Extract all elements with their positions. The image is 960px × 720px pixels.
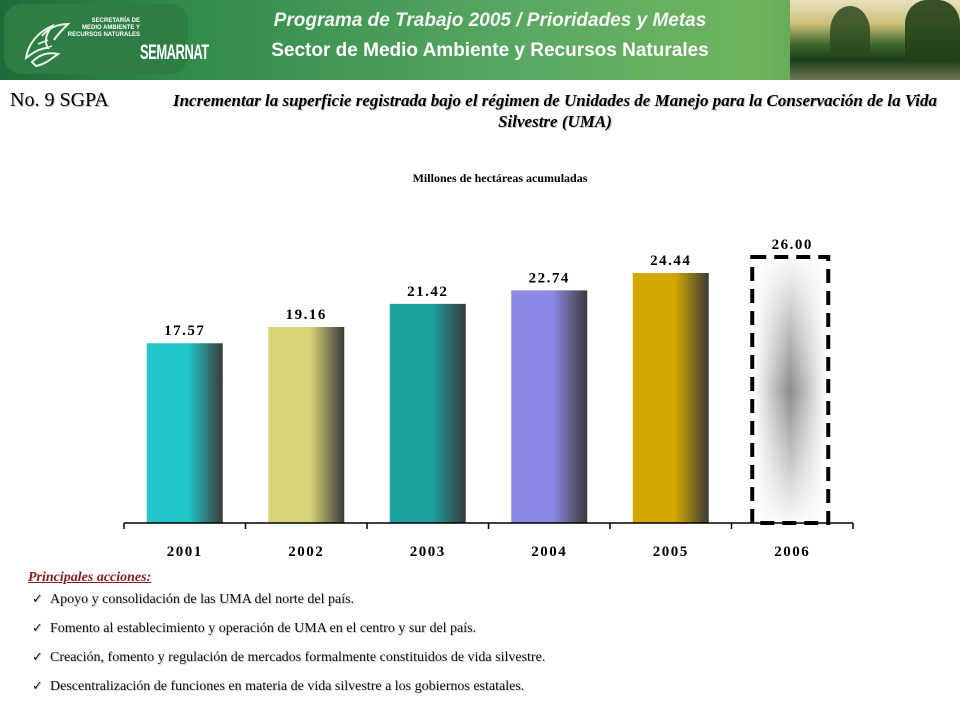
value-label: 22.74 — [529, 270, 570, 286]
actions-section: Principales acciones: ✓ Apoyo y consolid… — [28, 570, 948, 708]
bar-2001 — [146, 343, 223, 523]
bar-2006-shade — [754, 257, 827, 523]
action-item: ✓ Creación, fomento y regulación de merc… — [28, 650, 948, 679]
action-item: ✓ Descentralización de funciones en mate… — [28, 679, 948, 708]
checkmark-icon: ✓ — [32, 621, 43, 636]
category-label: 2003 — [410, 544, 446, 560]
category-label: 2001 — [167, 544, 203, 560]
action-item: ✓ Fomento al establecimiento y operación… — [28, 621, 948, 650]
bar-2004 — [511, 290, 588, 523]
value-label: 21.42 — [407, 284, 448, 300]
value-label: 19.16 — [286, 307, 327, 323]
eagle-emblem-icon — [24, 22, 71, 68]
slide-title: Incrementar la superficie registrada baj… — [172, 91, 938, 131]
photo-tree — [905, 0, 960, 60]
slide-id: No. 9 SGPA — [10, 89, 109, 111]
action-text: Apoyo y consolidación de las UMA del nor… — [50, 592, 355, 607]
category-label: 2002 — [288, 544, 324, 560]
photo-tree — [830, 6, 870, 56]
category-label: 2005 — [653, 544, 689, 560]
program-title: Programa de Trabajo 2005 / Prioridades y… — [273, 10, 707, 31]
value-label: 26.00 — [772, 237, 813, 253]
value-label: 17.57 — [164, 323, 205, 339]
bar-2003 — [389, 303, 466, 523]
checkmark-icon: ✓ — [32, 650, 43, 665]
value-label: 24.44 — [650, 253, 691, 269]
actions-heading: Principales acciones: — [28, 570, 152, 585]
action-item: ✓ Apoyo y consolidación de las UMA del n… — [28, 592, 948, 621]
chart-title: Millones de hectáreas acumuladas — [412, 171, 588, 185]
checkmark-icon: ✓ — [32, 592, 43, 607]
action-text: Creación, fomento y regulación de mercad… — [50, 650, 546, 665]
sector-title: Sector de Medio Ambiente y Recursos Natu… — [271, 40, 709, 61]
value-labels-group: 17.57 19.16 21.42 22.74 24.44 26.00 — [164, 237, 813, 339]
checkmark-icon: ✓ — [32, 679, 43, 694]
logo-secretaria-text: SECRETARÍA DE MEDIO AMBIENTE Y RECURSOS … — [67, 18, 140, 38]
action-text: Descentralización de funciones en materi… — [50, 679, 525, 694]
bar-2005 — [632, 272, 709, 523]
semarnat-logo: SECRETARÍA DE MEDIO AMBIENTE Y RECURSOS … — [4, 4, 188, 74]
header-banner: SECRETARÍA DE MEDIO AMBIENTE Y RECURSOS … — [0, 0, 960, 80]
x-axis: 2001 2002 2003 2004 2005 2006 — [123, 522, 854, 560]
category-label: 2004 — [531, 544, 567, 560]
bar-2002 — [268, 326, 345, 523]
category-label: 2006 — [774, 544, 810, 560]
action-text: Fomento al establecimiento y operación d… — [50, 621, 477, 636]
logo-brand-text: SEMARNAT — [140, 40, 209, 64]
bars-group — [146, 255, 831, 525]
